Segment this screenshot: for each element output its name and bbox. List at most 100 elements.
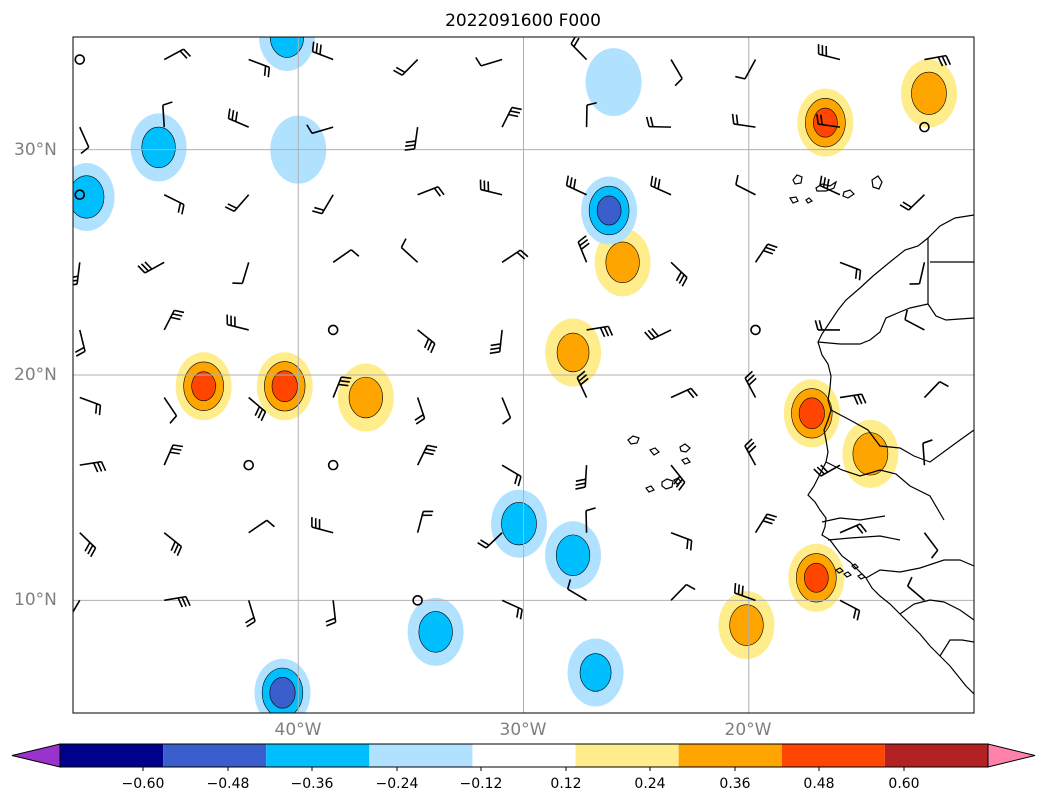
wind-barb xyxy=(670,59,683,87)
barb-feather xyxy=(80,146,90,155)
barb-feather xyxy=(902,201,912,208)
colorbar-swatch xyxy=(472,744,576,767)
barb-feather xyxy=(685,583,696,591)
barb-feather xyxy=(922,439,933,444)
colorbar-tick-label: 0.48 xyxy=(803,776,834,792)
barb-feather xyxy=(644,331,652,341)
colorbar-outline xyxy=(59,743,989,768)
barb-feather xyxy=(224,206,235,213)
barb-feather xyxy=(575,486,586,490)
colorbar-swatch xyxy=(60,744,164,767)
barb-feather xyxy=(941,55,948,66)
barb-feather xyxy=(649,116,654,127)
west-africa-coastline xyxy=(807,214,974,695)
contour-band xyxy=(798,397,825,430)
barb-staff xyxy=(923,381,941,399)
wind-barbs xyxy=(73,37,952,628)
barb-feather xyxy=(254,406,261,417)
calm-circle xyxy=(412,595,423,606)
wind-barb xyxy=(566,579,587,602)
guinea-border xyxy=(865,559,974,579)
wind-barb xyxy=(501,249,529,263)
wind-barb xyxy=(79,460,107,473)
barb-feather xyxy=(489,351,500,355)
barb-staff xyxy=(567,588,587,602)
barb-staff xyxy=(163,397,178,417)
lat-label-10n: 10°N xyxy=(14,590,57,610)
wind-barb xyxy=(839,523,868,534)
barb-feather xyxy=(762,520,773,525)
barb-feather xyxy=(516,607,520,618)
barb-feather xyxy=(570,37,577,45)
barb-feather xyxy=(234,111,238,122)
anomaly-blob xyxy=(175,352,232,421)
barb-feather xyxy=(509,110,521,114)
wind-barb xyxy=(813,464,841,477)
wind-barb xyxy=(311,41,334,61)
barb-feather xyxy=(575,482,586,486)
barb-staff xyxy=(922,443,926,466)
senegal-border xyxy=(825,461,945,521)
barb-feather xyxy=(607,326,614,336)
cape-verde-island-2 xyxy=(649,447,660,456)
barb-feather xyxy=(173,543,180,554)
wind-barb xyxy=(744,370,757,398)
barb-feather xyxy=(517,476,522,487)
barb-feather xyxy=(855,525,864,534)
barb-feather xyxy=(185,596,191,607)
barb-feather xyxy=(94,403,98,414)
wind-barb xyxy=(137,261,165,274)
barb-staff xyxy=(73,599,81,614)
barb-feather xyxy=(937,56,944,67)
wind-barb xyxy=(501,397,512,425)
calm-circle xyxy=(327,324,339,336)
wind-barb xyxy=(74,189,86,201)
barb-feather xyxy=(763,249,774,255)
wind-barb xyxy=(650,175,672,196)
barb-feather xyxy=(508,113,519,118)
wind-barb xyxy=(585,101,597,128)
barb-feather xyxy=(502,417,511,425)
barb-feather xyxy=(519,609,523,620)
wind-barb xyxy=(163,532,183,556)
wind-barb xyxy=(393,58,419,76)
wind-barb xyxy=(404,127,419,151)
barb-staff xyxy=(670,59,683,79)
wind-barb xyxy=(814,320,840,331)
lat-label-30n: 30°N xyxy=(14,140,57,160)
wind-barb xyxy=(400,238,419,263)
barb-staff xyxy=(248,519,268,534)
calm-circle xyxy=(74,189,86,201)
wind-barb xyxy=(565,175,587,196)
barb-feather xyxy=(858,270,862,281)
barb-feather xyxy=(686,538,689,550)
wind-barb xyxy=(501,464,522,487)
barb-feather xyxy=(678,274,685,284)
wind-barb xyxy=(750,324,761,336)
barb-feather xyxy=(433,187,442,197)
wind-barb xyxy=(744,438,757,466)
anomaly-blob xyxy=(788,543,845,612)
colorbar-tick-label: −0.60 xyxy=(122,776,165,792)
barb-feather xyxy=(744,438,753,447)
barb-feather xyxy=(74,346,85,353)
contour-band xyxy=(813,107,838,138)
wind-barb xyxy=(163,194,185,215)
barb-feather xyxy=(675,478,683,488)
wind-barb xyxy=(245,600,256,628)
wind-barb xyxy=(414,397,426,425)
colorbar-extend-max xyxy=(987,743,1036,768)
latitude-labels: 30°N 20°N 10°N xyxy=(14,140,57,610)
colorbar-tick-label: 0.12 xyxy=(550,776,581,792)
barb-staff xyxy=(400,246,419,263)
barb-feather xyxy=(860,393,867,404)
contour-band xyxy=(579,653,612,692)
wind-barb xyxy=(922,439,933,466)
wind-barb xyxy=(489,329,503,355)
barb-feather xyxy=(179,50,188,59)
wind-barb xyxy=(735,59,757,80)
wind-barb xyxy=(817,44,841,61)
anomaly-blob xyxy=(567,638,624,707)
lon-label-40w: 40°W xyxy=(275,720,322,740)
